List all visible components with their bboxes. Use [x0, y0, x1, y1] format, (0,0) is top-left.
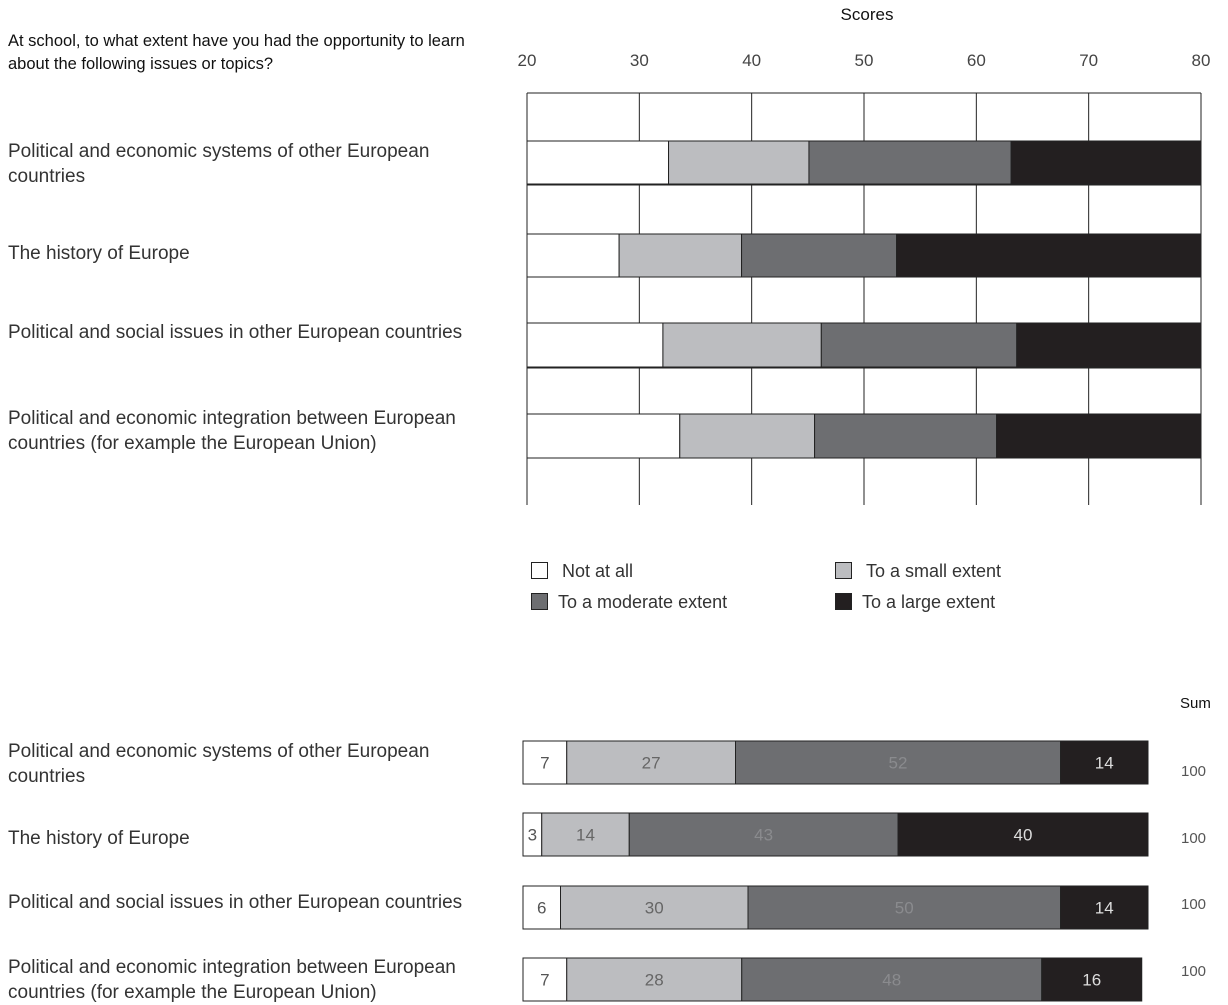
- sum-value: 100: [1181, 763, 1207, 780]
- percent-data-label: 28: [645, 971, 664, 990]
- score-bar: [662, 322, 822, 368]
- percent-data-label: 27: [642, 754, 661, 773]
- percent-bar: [522, 740, 568, 785]
- legend-not-at-all: Not at all: [531, 561, 633, 582]
- legend-label: To a small extent: [866, 561, 1002, 581]
- score-bar: [896, 233, 1202, 278]
- score-bar: [526, 322, 664, 368]
- percent-bar: [1060, 885, 1149, 930]
- x-tick-label: 50: [855, 51, 874, 70]
- x-tick-label: 80: [1192, 51, 1211, 70]
- sum-header: Sum: [1180, 695, 1211, 712]
- x-tick-label: 30: [630, 51, 649, 70]
- percent-bar: [741, 957, 1043, 1002]
- score-bar: [820, 322, 1018, 368]
- percent-bar: [1041, 957, 1143, 1002]
- percent-data-label: 7: [540, 754, 549, 773]
- question-text: At school, to what extent have you had t…: [8, 32, 465, 73]
- score-bar: [679, 413, 816, 459]
- legend-small-extent: To a small extent: [835, 561, 1001, 582]
- bottom-row-label-3: Political and social issues in other Eur…: [8, 892, 463, 913]
- x-tick-label: 40: [742, 51, 761, 70]
- sum-value: 100: [1181, 830, 1207, 847]
- bottom-row-label-1: Political and economic systems of other …: [8, 741, 430, 787]
- sum-value: 100: [1181, 963, 1207, 980]
- legend-swatch-icon: [835, 562, 852, 579]
- score-bar: [668, 140, 810, 185]
- top-row-label-4: Political and economic integration betwe…: [8, 408, 456, 454]
- legend-label: To a moderate extent: [558, 592, 728, 612]
- percent-data-label: 3: [528, 826, 537, 845]
- percent-data-label: 16: [1082, 971, 1101, 990]
- percent-data-label: 50: [895, 899, 914, 918]
- percent-bar: [522, 885, 561, 930]
- legend-swatch-icon: [531, 562, 548, 579]
- score-bar: [618, 233, 743, 278]
- score-bar: [1010, 140, 1202, 185]
- legend-label: To a large extent: [862, 592, 996, 612]
- sum-value: 100: [1181, 896, 1207, 913]
- percent-bar: [522, 957, 568, 1002]
- score-bar: [996, 413, 1202, 459]
- top-row-label-1: Political and economic systems of other …: [8, 141, 430, 187]
- legend-swatch-icon: [835, 593, 852, 610]
- top-row-label-2: The history of Europe: [8, 243, 190, 264]
- score-bar: [808, 140, 1012, 185]
- percent-data-label: 40: [1014, 826, 1033, 845]
- percent-data-label: 48: [882, 971, 901, 990]
- score-bar: [526, 413, 681, 459]
- x-tick-label: 20: [518, 51, 537, 70]
- bottom-row-label-4: Political and economic integration betwe…: [8, 957, 456, 1003]
- legend-label: Not at all: [562, 561, 634, 581]
- score-bar: [526, 140, 670, 185]
- score-bar: [741, 233, 898, 278]
- scores-axis-title: Scores: [840, 5, 894, 24]
- percent-bar: [566, 740, 736, 785]
- percent-bar: [560, 885, 749, 930]
- bottom-row-label-2: The history of Europe: [8, 828, 190, 849]
- percent-data-label: 14: [1095, 754, 1114, 773]
- score-bar: [526, 233, 620, 278]
- percent-bar: [735, 740, 1061, 785]
- percent-data-label: 14: [576, 826, 595, 845]
- percent-bar: [897, 812, 1149, 857]
- score-bar: [814, 413, 998, 459]
- percent-data-label: 14: [1095, 899, 1114, 918]
- legend-large-extent: To a large extent: [835, 592, 995, 613]
- percent-bar: [1060, 740, 1149, 785]
- percent-data-label: 7: [540, 971, 549, 990]
- top-row-label-3: Political and social issues in other Eur…: [8, 322, 463, 343]
- legend-moderate-extent: To a moderate extent: [531, 592, 727, 613]
- percent-data-label: 30: [645, 899, 664, 918]
- percent-data-label: 52: [889, 754, 908, 773]
- percent-data-label: 6: [537, 899, 546, 918]
- percent-data-label: 43: [754, 826, 773, 845]
- score-bar: [1016, 322, 1202, 368]
- x-tick-label: 60: [967, 51, 986, 70]
- legend-swatch-icon: [531, 593, 548, 610]
- x-tick-label: 70: [1079, 51, 1098, 70]
- percent-bar: [628, 812, 899, 857]
- percent-bar: [566, 957, 743, 1002]
